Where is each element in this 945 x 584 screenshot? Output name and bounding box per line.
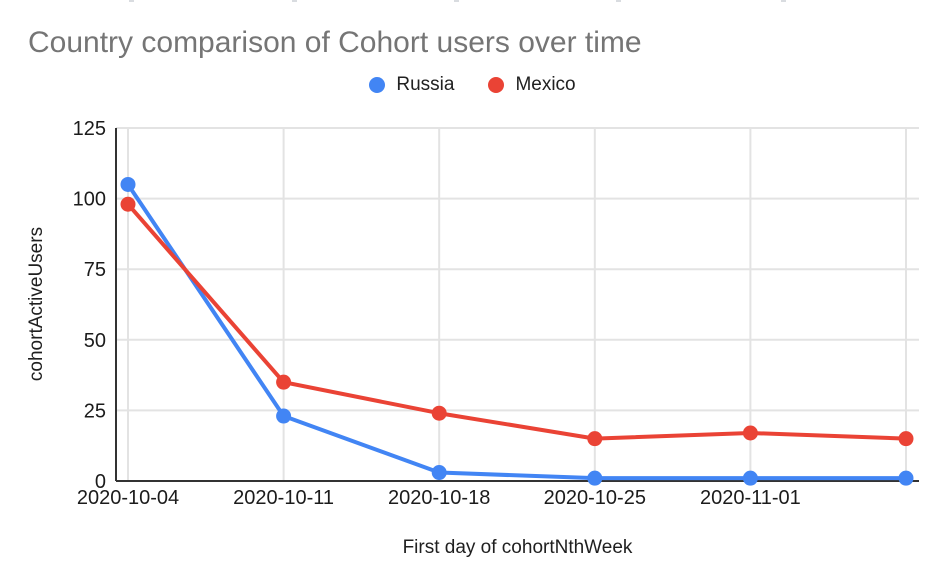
- x-tick-label-0: 2020-10-04: [77, 487, 179, 509]
- series-line-russia[interactable]: [126, 182, 908, 481]
- data-point-russia-1[interactable]: [276, 408, 292, 424]
- data-point-russia-2[interactable]: [431, 465, 447, 481]
- legend-label-russia: Russia: [396, 74, 455, 95]
- data-point-mexico-4[interactable]: [742, 425, 758, 441]
- data-point-mexico-0[interactable]: [120, 196, 136, 212]
- top-crop-artifact: [616, 0, 621, 2]
- x-axis-title: First day of cohortNthWeek: [402, 537, 633, 558]
- y-axis-title: cohortActiveUsers: [26, 226, 47, 382]
- legend-dot-mexico: [488, 77, 505, 93]
- legend-item-russia[interactable]: Russia: [369, 74, 454, 96]
- y-tick-label-25: 25: [84, 400, 106, 422]
- x-tick-label-2: 2020-10-18: [388, 487, 490, 509]
- series-line-mexico[interactable]: [126, 202, 908, 441]
- x-tick-label-3: 2020-10-25: [544, 487, 646, 509]
- chart-title: Country comparison of Cohort users over …: [28, 26, 642, 59]
- chart-legend: Russia Mexico: [0, 74, 945, 96]
- y-tick-label-125: 125: [73, 118, 106, 140]
- legend-dot-russia: [369, 77, 386, 93]
- data-point-russia-0[interactable]: [120, 176, 136, 192]
- data-point-mexico-2[interactable]: [431, 405, 447, 421]
- data-point-russia-4[interactable]: [742, 470, 758, 486]
- y-tick-label-100: 100: [73, 189, 106, 211]
- legend-label-mexico: Mexico: [515, 74, 576, 95]
- top-crop-artifact: [129, 0, 134, 2]
- x-tick-label-4: 2020-11-01: [700, 487, 801, 509]
- y-tick-label-0: 0: [95, 471, 106, 493]
- x-tick-label-1: 2020-10-11: [233, 487, 334, 509]
- top-crop-artifact: [781, 0, 786, 2]
- y-tick-label-50: 50: [84, 330, 106, 352]
- top-crop-artifact: [292, 0, 297, 2]
- y-tick-label-75: 75: [84, 259, 106, 281]
- data-point-mexico-5[interactable]: [898, 431, 914, 447]
- data-point-russia-5[interactable]: [898, 470, 914, 486]
- data-point-russia-3[interactable]: [587, 470, 603, 486]
- data-point-mexico-3[interactable]: [587, 431, 603, 447]
- data-point-mexico-1[interactable]: [276, 374, 292, 390]
- legend-item-mexico[interactable]: Mexico: [488, 74, 576, 96]
- top-crop-artifact: [454, 0, 459, 2]
